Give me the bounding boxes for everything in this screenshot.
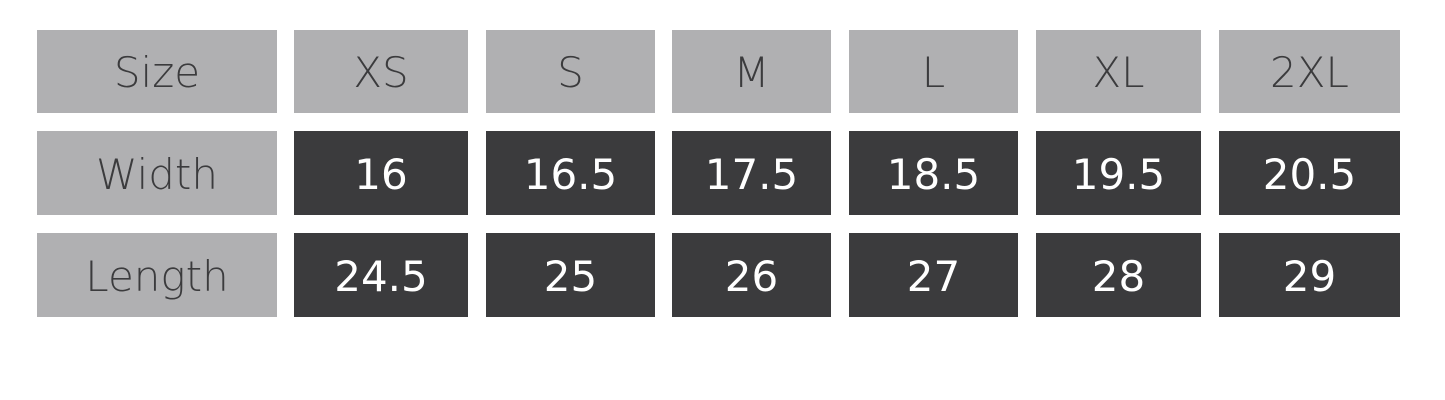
- value-cell: 26: [672, 233, 831, 317]
- value-cell: 28: [1036, 233, 1201, 317]
- value-cell: 27: [849, 233, 1018, 317]
- header-cell: XS: [294, 30, 468, 113]
- value-cell: 29: [1219, 233, 1400, 317]
- value-cell: 16: [294, 131, 468, 215]
- header-cell: S: [486, 30, 655, 113]
- header-cell: L: [849, 30, 1018, 113]
- header-cell: 2XL: [1219, 30, 1400, 113]
- header-cell: XL: [1036, 30, 1201, 113]
- header-cell: M: [672, 30, 831, 113]
- header-cell: Size: [37, 30, 277, 113]
- value-cell: 17.5: [672, 131, 831, 215]
- value-cell: 16.5: [486, 131, 655, 215]
- value-cell: 20.5: [1219, 131, 1400, 215]
- value-cell: 24.5: [294, 233, 468, 317]
- row-label: Length: [37, 233, 277, 317]
- value-cell: 18.5: [849, 131, 1018, 215]
- value-cell: 25: [486, 233, 655, 317]
- row-label: Width: [37, 131, 277, 215]
- value-cell: 19.5: [1036, 131, 1201, 215]
